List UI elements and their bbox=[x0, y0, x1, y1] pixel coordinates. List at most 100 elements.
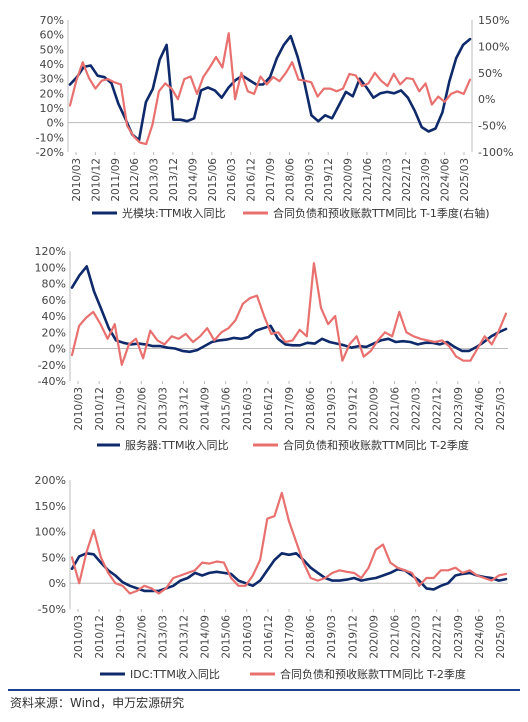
x-tick-label: 2012/06 bbox=[129, 158, 141, 202]
series-line-2 bbox=[70, 491, 508, 595]
x-tick-label: 2025/03 bbox=[459, 158, 471, 202]
series-line-1 bbox=[70, 551, 508, 593]
series-line-1 bbox=[68, 34, 472, 142]
y2-tick-label: 0% bbox=[478, 93, 495, 106]
x-tick-label: 2019/12 bbox=[347, 387, 359, 431]
y-tick-label: 60% bbox=[42, 294, 66, 307]
y2-tick-label: 150% bbox=[478, 14, 509, 27]
x-tick-label: 2022/03 bbox=[411, 387, 423, 431]
x-tick-label: 2022/03 bbox=[381, 158, 393, 202]
x-tick-label: 2016/12 bbox=[263, 387, 275, 431]
y-tick-label: 150% bbox=[35, 500, 66, 513]
x-tick-label: 2019/03 bbox=[326, 615, 338, 659]
x-tick-label: 2019/03 bbox=[326, 387, 338, 431]
chart-2: 120% 100% 80% 60% 40% 20% 0% -20% -40% 2010/03 201… bbox=[35, 245, 508, 452]
x-tick-label: 2010/03 bbox=[73, 387, 85, 431]
x-tick-label: 2024/06 bbox=[474, 387, 486, 431]
x-tick-label: 2023/09 bbox=[420, 158, 432, 202]
x-tick-label: 2019/12 bbox=[347, 615, 359, 659]
x-tick-label: 2017/09 bbox=[284, 615, 296, 659]
y-tick-label: 0% bbox=[49, 343, 66, 356]
y-tick-label: 10% bbox=[40, 102, 64, 115]
y2-tick-label: -100% bbox=[478, 146, 513, 159]
y-tick-label: 20% bbox=[40, 87, 64, 100]
x-tick-label: 2019/12 bbox=[323, 158, 335, 202]
x-tick-label: 2013/12 bbox=[179, 615, 191, 659]
x-tick-label: 2016/03 bbox=[242, 387, 254, 431]
y-tick-label: -20% bbox=[36, 146, 64, 159]
y-tick-label: 30% bbox=[40, 73, 64, 86]
y2-tick-label: 50% bbox=[478, 67, 502, 80]
y2-tick-label: -50% bbox=[478, 120, 506, 133]
x-tick-label: 2013/03 bbox=[157, 387, 169, 431]
y-tick-label: -10% bbox=[36, 131, 64, 144]
y-tick-label: 70% bbox=[40, 14, 64, 27]
legend-label-1: 光模块:TTM收入同比 bbox=[122, 206, 225, 220]
x-tick-label: 2010/12 bbox=[94, 615, 106, 659]
x-tick-label: 2016/12 bbox=[246, 158, 258, 202]
x-tick-label: 2015/06 bbox=[207, 158, 219, 202]
x-tick-label: 2010/03 bbox=[73, 615, 85, 659]
y-tick-label: 50% bbox=[40, 43, 64, 56]
x-tick-label: 2010/12 bbox=[94, 387, 106, 431]
x-tick-label: 2013/03 bbox=[149, 158, 161, 202]
x-tick-label: 2011/09 bbox=[115, 387, 127, 431]
y-tick-label: 0% bbox=[47, 117, 64, 130]
y-tick-label: 40% bbox=[40, 58, 64, 71]
x-tick-label: 2019/03 bbox=[304, 158, 316, 202]
x-tick-label: 2016/03 bbox=[242, 615, 254, 659]
x-tick-label: 2013/03 bbox=[157, 615, 169, 659]
legend-label-2: 合同负债和预收账款TTM同比 T-2季度 bbox=[280, 667, 466, 681]
x-tick-label: 2013/12 bbox=[179, 387, 191, 431]
x-tick-label: 2012/06 bbox=[136, 387, 148, 431]
x-tick-label: 2023/09 bbox=[453, 387, 465, 431]
chart-3: 200% 150% 100% 50% 0% -50% 2010/03 2010/12 2011/… bbox=[35, 474, 508, 681]
x-tick-label: 2022/03 bbox=[411, 615, 423, 659]
y-tick-label: 80% bbox=[42, 278, 66, 291]
y-tick-label: 100% bbox=[35, 261, 66, 274]
charts-svg: 70%60%50%40%30%20%10%0%-10%-20%150%100%5… bbox=[35, 14, 514, 681]
legend-label-2: 合同负债和预收账款TTM同比 T-1季度(右轴) bbox=[273, 206, 490, 220]
x-tick-label: 2014/09 bbox=[187, 158, 199, 202]
x-tick-label: 2011/09 bbox=[110, 158, 122, 202]
x-tick-label: 2021/06 bbox=[390, 387, 402, 431]
x-tick-label: 2021/06 bbox=[390, 615, 402, 659]
series-line-2 bbox=[70, 262, 508, 366]
y-tick-label: 60% bbox=[40, 29, 64, 42]
y-tick-label: 40% bbox=[42, 310, 66, 323]
x-tick-label: 2017/09 bbox=[265, 158, 277, 202]
y-tick-label: 20% bbox=[42, 326, 66, 339]
y-tick-label: 50% bbox=[42, 551, 66, 564]
x-tick-label: 2016/12 bbox=[263, 615, 275, 659]
x-tick-label: 2011/09 bbox=[115, 615, 127, 659]
x-tick-label: 2010/12 bbox=[90, 158, 102, 202]
x-tick-label: 2021/06 bbox=[362, 158, 374, 202]
x-tick-label: 2020/09 bbox=[368, 387, 380, 431]
legend-label-1: IDC:TTM收入同比 bbox=[130, 667, 220, 681]
x-tick-label: 2014/09 bbox=[200, 615, 212, 659]
chart-1: 70%60%50%40%30%20%10%0%-10%-20%150%100%5… bbox=[36, 14, 514, 220]
y-tick-label: -40% bbox=[38, 375, 66, 388]
y-tick-label: 120% bbox=[35, 245, 66, 258]
x-tick-label: 2024/06 bbox=[474, 615, 486, 659]
x-tick-label: 2016/03 bbox=[226, 158, 238, 202]
x-tick-label: 2022/12 bbox=[432, 615, 444, 659]
x-tick-label: 2010/03 bbox=[71, 158, 83, 202]
x-tick-label: 2012/06 bbox=[136, 615, 148, 659]
x-tick-label: 2013/12 bbox=[168, 158, 180, 202]
x-tick-label: 2014/09 bbox=[200, 387, 212, 431]
x-tick-label: 2020/09 bbox=[343, 158, 355, 202]
series-line-2 bbox=[68, 32, 472, 146]
x-tick-label: 2024/06 bbox=[440, 158, 452, 202]
x-tick-label: 2025/03 bbox=[495, 387, 507, 431]
y-tick-label: 200% bbox=[35, 474, 66, 487]
y-tick-label: 0% bbox=[49, 577, 66, 590]
x-tick-label: 2018/06 bbox=[305, 387, 317, 431]
legend-label-1: 服务器:TTM收入同比 bbox=[125, 438, 228, 452]
legend-label-2: 合同负债和预收账款TTM同比 T-2季度 bbox=[283, 438, 469, 452]
x-tick-label: 2020/09 bbox=[368, 615, 380, 659]
x-tick-label: 2025/03 bbox=[495, 615, 507, 659]
x-tick-label: 2015/06 bbox=[221, 615, 233, 659]
x-tick-label: 2018/06 bbox=[305, 615, 317, 659]
